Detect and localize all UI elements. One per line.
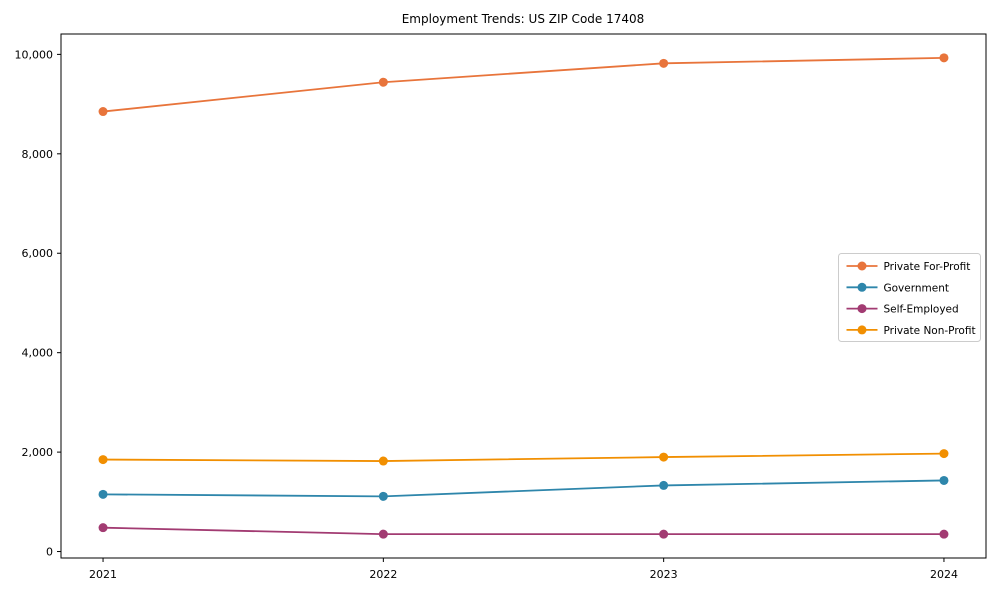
axes-frame: [60, 33, 987, 559]
plot-area: 0 2,000 4,000 6,000 8,000 10,000 2021 2022 2023 2…: [15, 33, 987, 581]
legend-item-private-non-profit: Private Non-Profit: [846, 325, 976, 337]
series-line-private-for-profit: [102, 56, 945, 113]
series-marker-self-employed-2021: [98, 523, 108, 533]
y-tick-label: 0: [46, 546, 53, 559]
series-marker-private-for-profit-2022: [378, 77, 388, 87]
series-line-self-employed: [102, 526, 945, 536]
legend-label: Private For-Profit: [884, 261, 971, 273]
legend-frame: [838, 253, 981, 342]
series-marker-private-for-profit-2023: [659, 58, 669, 68]
x-tick-label: 2023: [650, 568, 678, 581]
y-tick-label: 2,000: [22, 446, 54, 459]
legend: Private For-Profit Government Self-Employe…: [838, 253, 981, 342]
x-tick-label: 2021: [89, 568, 117, 581]
series-marker-self-employed-2022: [378, 529, 388, 539]
legend-item-self-employed: Self-Employed: [846, 304, 959, 316]
legend-label: Private Non-Profit: [884, 325, 976, 337]
legend-label: Government: [884, 282, 949, 294]
series-marker-self-employed-2023: [659, 529, 669, 539]
chart-title: Employment Trends: US ZIP Code 17408: [402, 12, 645, 26]
series-marker-self-employed-2024: [939, 529, 949, 539]
legend-marker: [857, 261, 867, 271]
series-line-government: [102, 479, 945, 498]
series-marker-government-2023: [659, 480, 669, 490]
legend-marker: [857, 304, 867, 314]
legend-item-government: Government: [846, 282, 949, 294]
series-marker-private-non-profit-2022: [378, 456, 388, 466]
series-marker-government-2024: [939, 475, 949, 485]
y-tick-label: 4,000: [22, 347, 54, 360]
series-marker-private-non-profit-2021: [98, 455, 108, 465]
x-tick-label: 2024: [930, 568, 958, 581]
series-marker-government-2021: [98, 489, 108, 499]
legend-item-private-for-profit: Private For-Profit: [846, 261, 971, 273]
legend-marker: [857, 282, 867, 292]
series-marker-private-for-profit-2021: [98, 107, 108, 117]
x-tick-label: 2022: [369, 568, 397, 581]
series-line-private-non-profit: [102, 452, 945, 462]
series-marker-government-2022: [378, 491, 388, 501]
legend-marker: [857, 325, 867, 335]
series-marker-private-for-profit-2024: [939, 53, 949, 63]
series-marker-private-non-profit-2023: [659, 452, 669, 462]
y-tick-label: 6,000: [22, 247, 54, 260]
y-tick-label: 8,000: [22, 148, 54, 161]
legend-label: Self-Employed: [884, 304, 959, 316]
series-marker-private-non-profit-2024: [939, 449, 949, 459]
y-tick-label: 10,000: [15, 48, 54, 61]
